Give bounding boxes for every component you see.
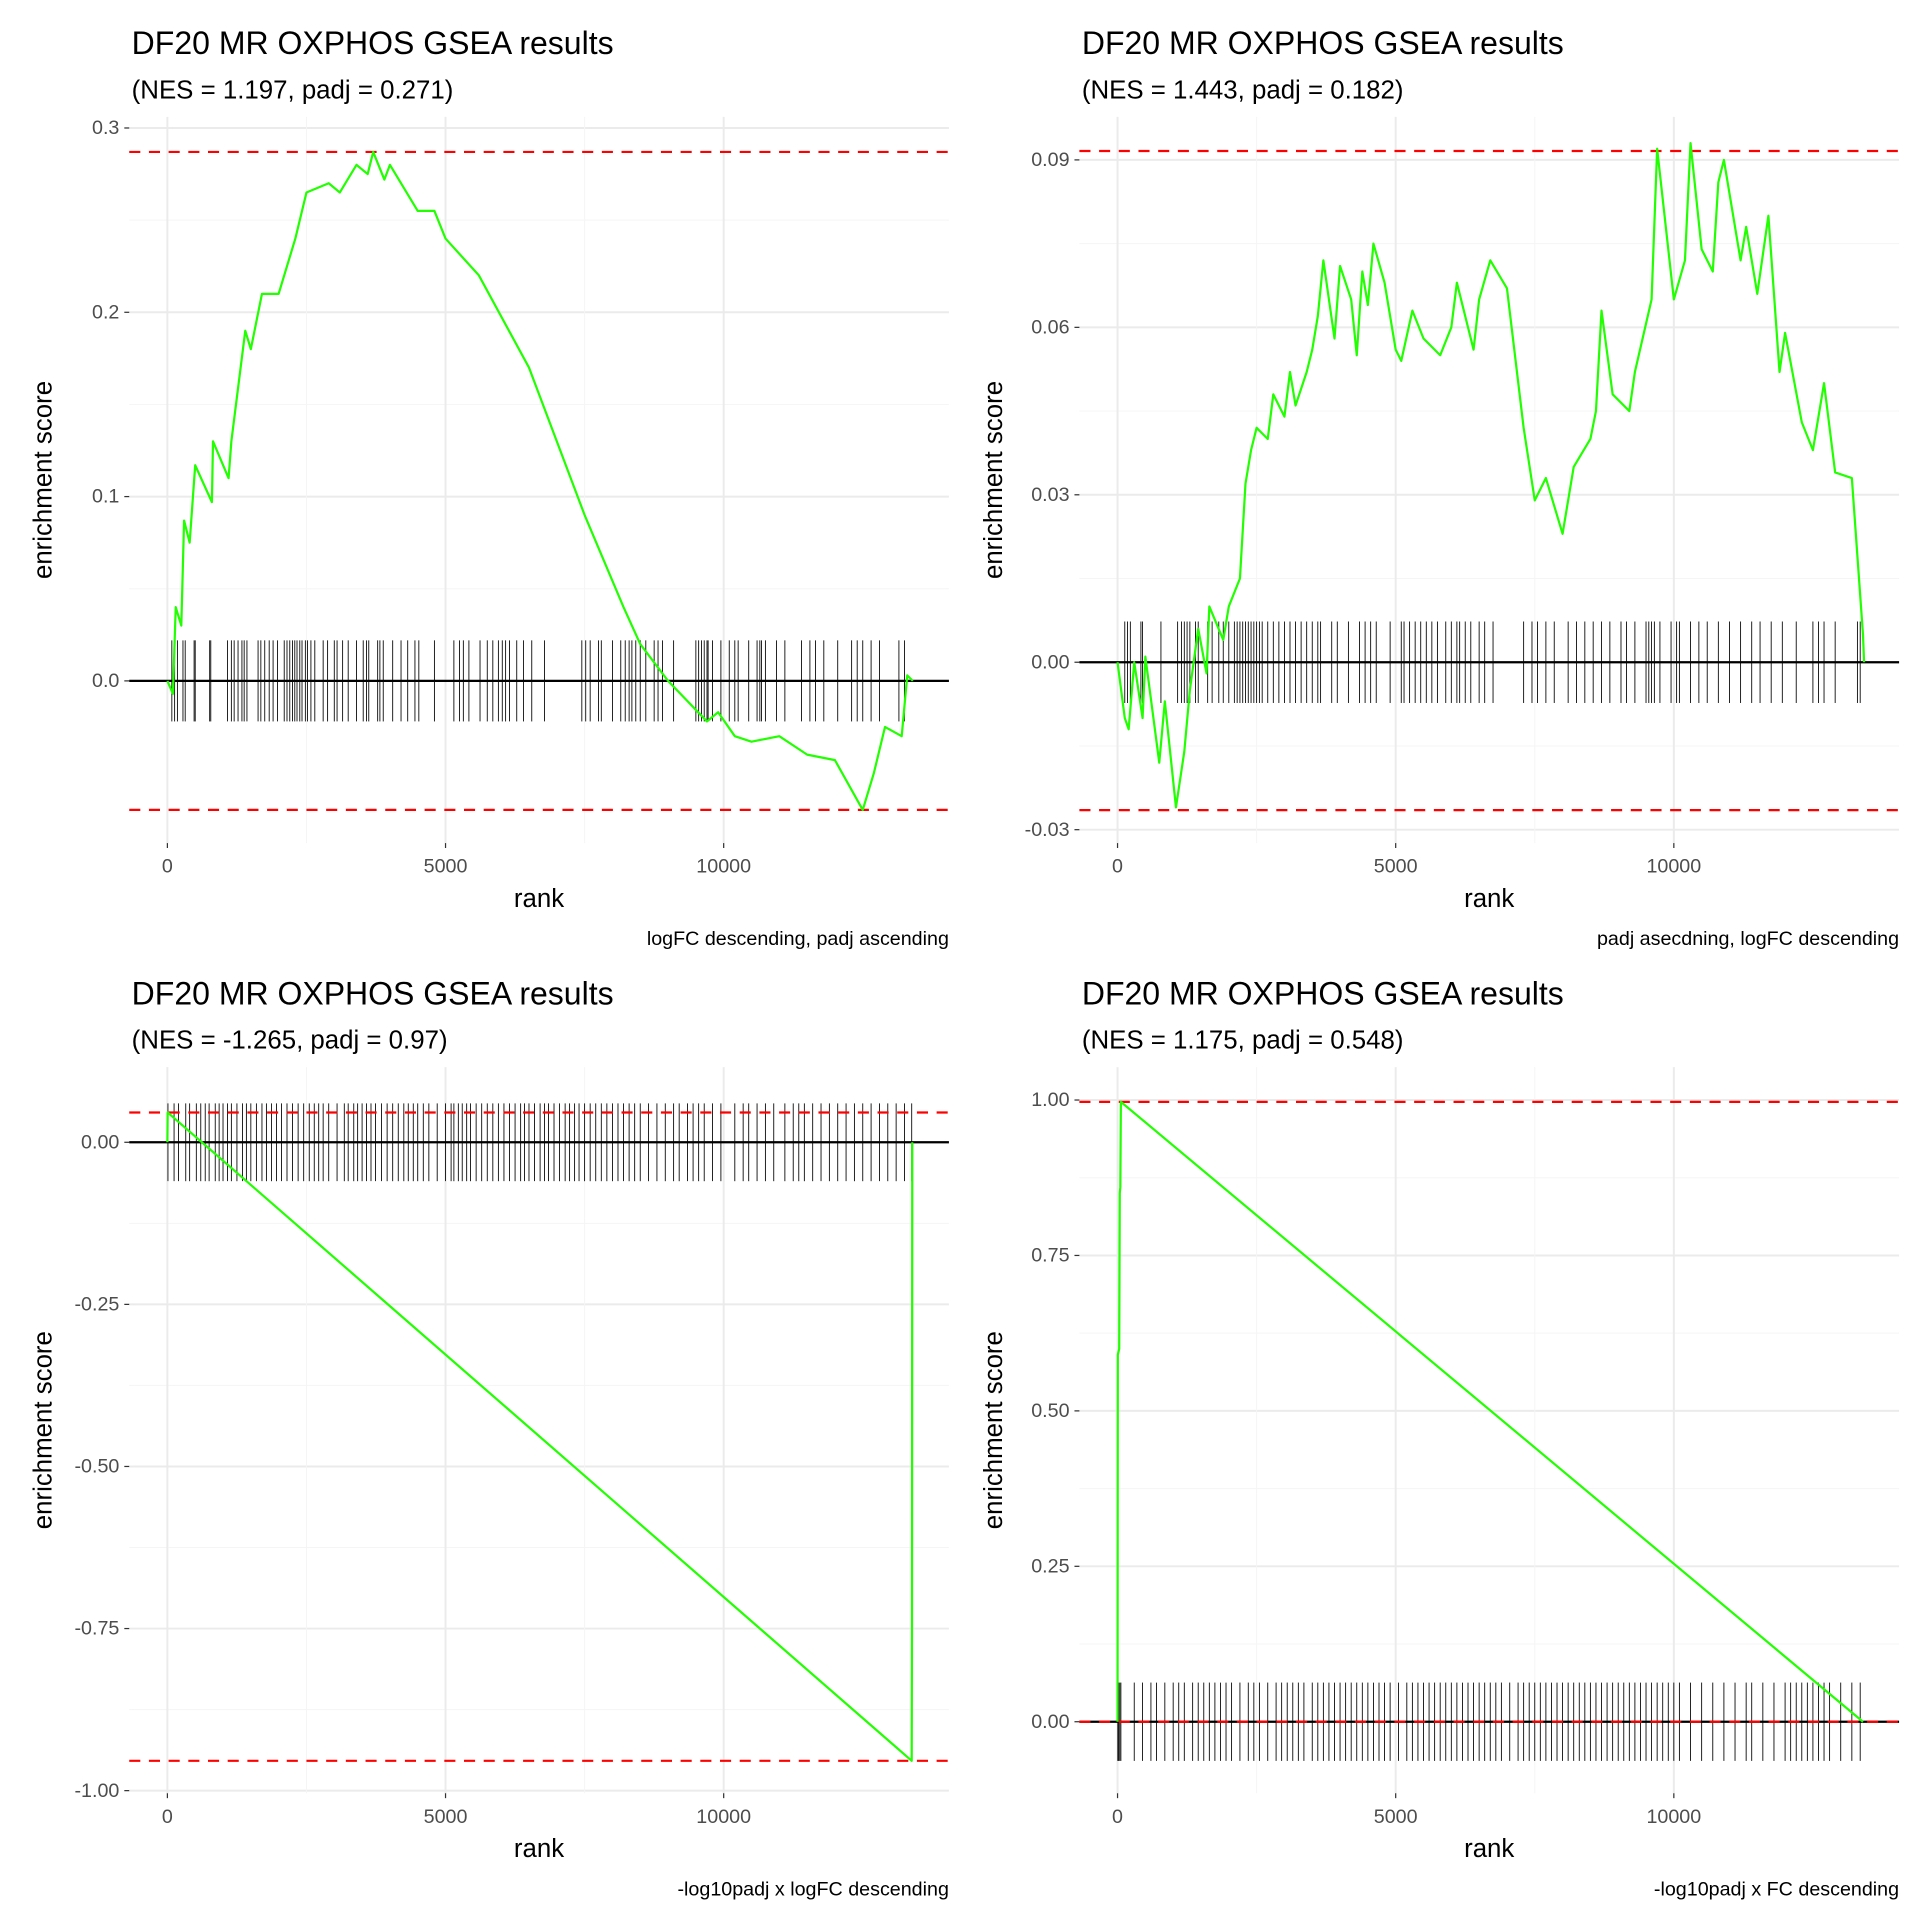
enrichment-curve xyxy=(1116,142,1866,809)
x-axis-label: rank xyxy=(514,1835,564,1863)
y-axis-label: enrichment score xyxy=(30,381,58,579)
x-tick-label: 5000 xyxy=(1374,856,1418,878)
chart-title: DF20 MR OXPHOS GSEA results xyxy=(132,25,614,61)
y-tick-label: 0.25 xyxy=(1031,1555,1069,1577)
y-axis-label: enrichment score xyxy=(30,1331,58,1529)
y-tick-label: 0.09 xyxy=(1031,149,1069,171)
x-tick-label: 5000 xyxy=(424,1806,468,1828)
y-tick-label: 0.00 xyxy=(1031,1711,1069,1733)
enrichment-curve xyxy=(166,150,914,812)
panel-1: 0.0 0.1 0.2 0.3 0 5000 10000 DF20 MR OXPHOS GS… xyxy=(30,25,949,950)
y-tick-label: 1.00 xyxy=(1031,1089,1069,1111)
y-tick-label: 0.1 xyxy=(92,486,119,508)
chart-subtitle: (NES = 1.197, padj = 0.271) xyxy=(132,76,454,104)
y-tick-label: -1.00 xyxy=(75,1780,120,1802)
x-tick-label: 10000 xyxy=(1646,856,1701,878)
panel-2: -0.03 0.00 0.03 0.06 0.09 0 5000 10000 DF20 MR … xyxy=(980,25,1900,950)
chart-title: DF20 MR OXPHOS GSEA results xyxy=(1082,25,1564,61)
y-axis-label: enrichment score xyxy=(980,381,1008,579)
x-tick-label: 0 xyxy=(1112,856,1123,878)
plot-area: 0.0 0.1 0.2 0.3 0 5000 10000 xyxy=(92,116,949,878)
chart-title: DF20 MR OXPHOS GSEA results xyxy=(132,975,614,1011)
x-tick-label: 5000 xyxy=(1374,1806,1418,1828)
y-tick-label: 0.00 xyxy=(81,1131,119,1153)
y-tick-label: 0.0 xyxy=(92,670,119,692)
chart-caption: -log10padj x FC descending xyxy=(1654,1878,1899,1900)
enrichment-curve xyxy=(1116,1100,1864,1723)
y-tick-label: 0.50 xyxy=(1031,1400,1069,1422)
y-tick-label: -0.03 xyxy=(1025,819,1070,841)
x-axis-label: rank xyxy=(1464,1835,1514,1863)
x-tick-label: 10000 xyxy=(696,856,751,878)
y-tick-label: -0.50 xyxy=(75,1456,120,1478)
chart-subtitle: (NES = 1.175, padj = 0.548) xyxy=(1082,1027,1404,1055)
x-tick-label: 0 xyxy=(162,1806,173,1828)
plot-area: -0.03 0.00 0.03 0.06 0.09 0 5000 10000 xyxy=(1025,116,1900,878)
x-tick-label: 10000 xyxy=(696,1806,751,1828)
chart-subtitle: (NES = -1.265, padj = 0.97) xyxy=(132,1027,448,1055)
x-axis-label: rank xyxy=(514,885,564,913)
plot-area: -1.00 -0.75 -0.50 -0.25 0.00 0 5000 10000 xyxy=(75,1067,949,1828)
y-tick-label: -0.25 xyxy=(75,1294,120,1316)
y-tick-label: -0.75 xyxy=(75,1618,120,1640)
plot-area: 0.00 0.25 0.50 0.75 1.00 0 5000 10000 xyxy=(1031,1067,1900,1828)
enrichment-curve xyxy=(166,1111,914,1762)
y-tick-label: 0.2 xyxy=(92,301,119,323)
y-tick-label: 0.03 xyxy=(1031,484,1069,506)
y-tick-label: 0.75 xyxy=(1031,1245,1069,1267)
x-tick-label: 10000 xyxy=(1646,1806,1701,1828)
x-tick-label: 0 xyxy=(162,856,173,878)
chart-subtitle: (NES = 1.443, padj = 0.182) xyxy=(1082,76,1404,104)
x-axis-label: rank xyxy=(1464,885,1514,913)
panel-4: 0.00 0.25 0.50 0.75 1.00 0 5000 10000 DF20 MR O… xyxy=(980,975,1900,1900)
chart-caption: padj asecdning, logFC descending xyxy=(1597,928,1899,950)
x-tick-label: 0 xyxy=(1112,1806,1123,1828)
y-axis-label: enrichment score xyxy=(980,1331,1008,1529)
chart-title: DF20 MR OXPHOS GSEA results xyxy=(1082,975,1564,1011)
y-tick-label: 0.06 xyxy=(1031,316,1069,338)
y-tick-label: 0.3 xyxy=(92,117,119,139)
y-tick-label: 0.00 xyxy=(1031,651,1069,673)
x-tick-label: 5000 xyxy=(424,856,468,878)
chart-caption: -log10padj x logFC descending xyxy=(677,1878,948,1900)
panel-3: -1.00 -0.75 -0.50 -0.25 0.00 0 5000 10000 DF20 … xyxy=(30,975,949,1900)
chart-caption: logFC descending, padj ascending xyxy=(647,928,949,950)
